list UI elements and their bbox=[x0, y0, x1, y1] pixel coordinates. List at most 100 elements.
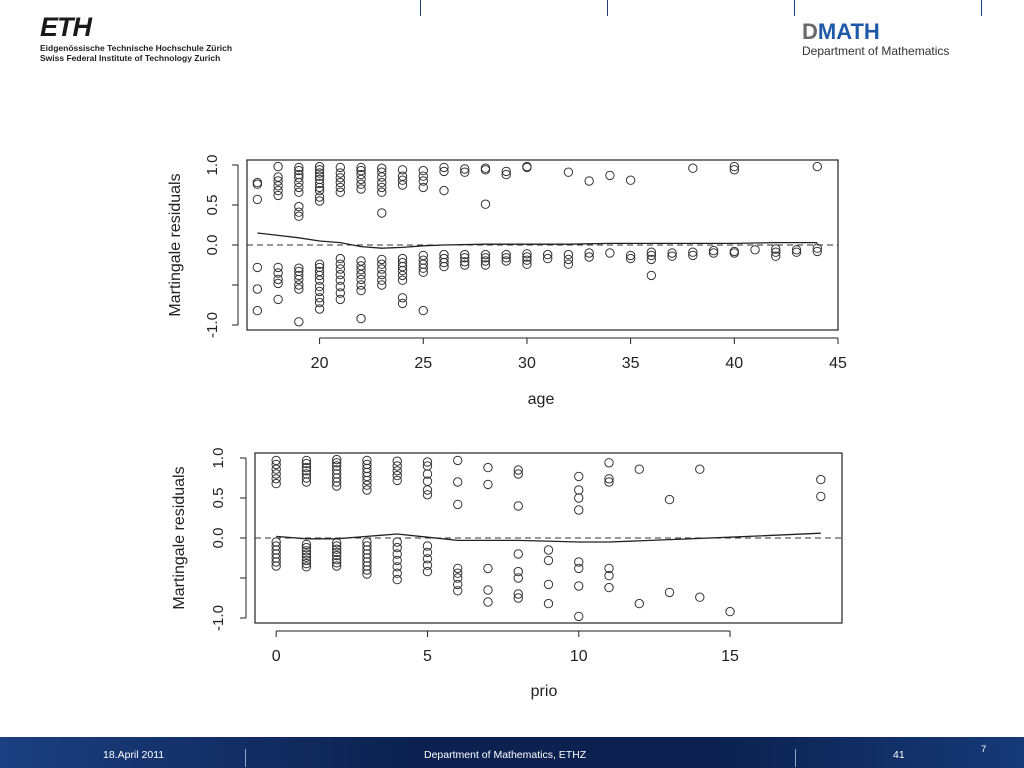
data-point bbox=[335, 259, 346, 269]
data-point bbox=[574, 493, 584, 503]
data-point bbox=[273, 294, 283, 305]
data-point bbox=[301, 455, 312, 466]
footer-divider bbox=[245, 749, 246, 767]
data-point bbox=[273, 268, 283, 278]
data-point bbox=[335, 162, 346, 173]
data-point bbox=[422, 457, 433, 467]
data-point bbox=[294, 274, 304, 285]
data-point bbox=[377, 280, 387, 290]
data-point bbox=[812, 246, 822, 257]
footer-divider bbox=[795, 749, 796, 767]
data-point bbox=[397, 175, 408, 185]
data-point bbox=[273, 190, 283, 201]
data-point bbox=[542, 253, 553, 264]
data-point bbox=[501, 249, 511, 260]
data-point bbox=[294, 187, 304, 197]
eth-logo-wordmark: ETH bbox=[40, 12, 92, 42]
dmath-logo: DMATH Department of Mathematics bbox=[802, 20, 950, 59]
data-point bbox=[331, 558, 342, 568]
data-point bbox=[314, 259, 325, 269]
data-point bbox=[252, 194, 263, 205]
data-point bbox=[392, 568, 402, 578]
data-point bbox=[331, 481, 342, 491]
data-point bbox=[563, 259, 574, 269]
data-point bbox=[273, 181, 283, 191]
data-point bbox=[335, 187, 346, 197]
data-point bbox=[771, 244, 781, 254]
data-point bbox=[273, 278, 283, 289]
data-point bbox=[331, 550, 342, 561]
data-point bbox=[460, 260, 470, 270]
data-point bbox=[335, 288, 346, 298]
data-point bbox=[331, 544, 342, 554]
data-point bbox=[392, 466, 402, 476]
data-point bbox=[301, 549, 312, 559]
data-point bbox=[301, 477, 312, 487]
data-point bbox=[301, 473, 312, 483]
data-point bbox=[688, 163, 698, 173]
header-divider bbox=[607, 0, 608, 16]
data-point bbox=[273, 274, 283, 285]
data-point bbox=[625, 175, 636, 185]
data-point bbox=[688, 250, 698, 261]
data-point bbox=[605, 248, 615, 258]
data-point bbox=[252, 305, 263, 316]
data-point bbox=[483, 479, 493, 490]
data-point bbox=[483, 585, 493, 595]
data-point bbox=[273, 176, 283, 186]
data-point bbox=[418, 182, 428, 193]
footer-page-number: 7 bbox=[981, 744, 987, 755]
data-point bbox=[301, 552, 312, 562]
data-point bbox=[646, 254, 657, 265]
data-point bbox=[695, 464, 705, 474]
data-point bbox=[331, 561, 342, 571]
data-point bbox=[501, 166, 511, 177]
data-point bbox=[356, 285, 366, 296]
data-point bbox=[634, 464, 644, 474]
data-point bbox=[377, 177, 387, 188]
x-axis-label: age bbox=[528, 391, 555, 408]
data-point bbox=[460, 164, 470, 174]
x-tick-label: 15 bbox=[721, 648, 739, 665]
y-tick-label: 0.5 bbox=[204, 195, 221, 216]
data-point bbox=[314, 275, 325, 285]
data-point bbox=[301, 458, 312, 469]
data-point bbox=[335, 168, 346, 178]
data-point bbox=[331, 541, 342, 551]
data-point bbox=[791, 247, 802, 257]
data-point bbox=[604, 570, 614, 581]
data-point bbox=[301, 539, 312, 550]
eth-name-german: Eidgenössische Technische Hochschule Zür… bbox=[40, 43, 233, 53]
data-point bbox=[314, 270, 325, 281]
data-point bbox=[252, 179, 263, 189]
header-divider bbox=[420, 0, 421, 16]
data-point bbox=[314, 297, 325, 308]
data-point bbox=[439, 185, 449, 196]
data-point bbox=[294, 270, 304, 281]
x-tick-label: 20 bbox=[311, 355, 329, 372]
footer-slide-number: 41 bbox=[893, 749, 905, 761]
data-point bbox=[314, 168, 325, 178]
data-point bbox=[725, 606, 735, 617]
data-point bbox=[335, 264, 346, 274]
data-point bbox=[605, 170, 615, 181]
data-point bbox=[729, 161, 740, 172]
data-point bbox=[604, 563, 614, 574]
data-point bbox=[522, 249, 532, 259]
data-point bbox=[377, 182, 387, 193]
data-point bbox=[513, 589, 523, 599]
data-point bbox=[294, 263, 304, 273]
data-point bbox=[397, 298, 408, 309]
data-point bbox=[480, 249, 491, 260]
dmath-subtitle: Department of Mathematics bbox=[802, 44, 950, 58]
data-point bbox=[392, 542, 402, 553]
data-point bbox=[422, 490, 433, 500]
data-point bbox=[513, 566, 523, 577]
data-point bbox=[418, 250, 428, 261]
data-point bbox=[377, 187, 387, 197]
data-point bbox=[646, 247, 657, 257]
y-tick-label: -1.0 bbox=[204, 312, 221, 338]
smoother-line bbox=[276, 532, 821, 543]
data-point bbox=[460, 253, 470, 263]
